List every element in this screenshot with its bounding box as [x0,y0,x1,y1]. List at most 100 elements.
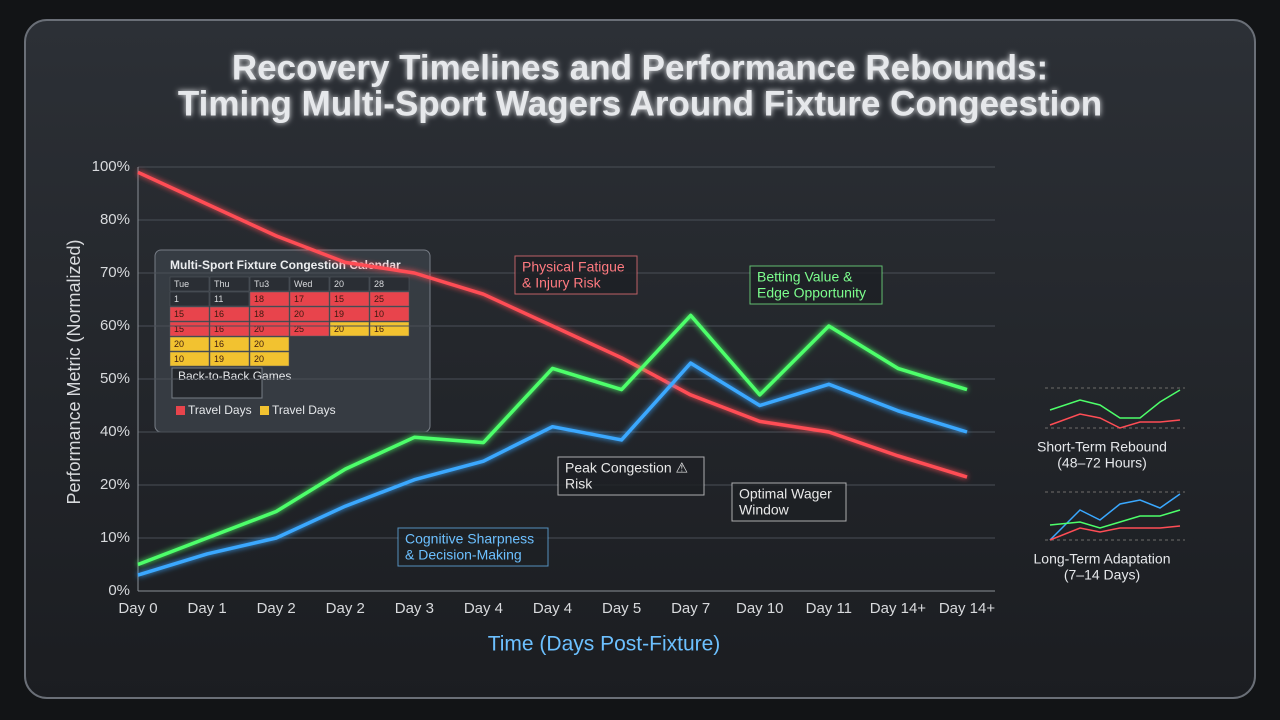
legend-label: Travel Days [188,403,252,417]
calendar-cell [209,336,250,352]
chart-title: Recovery Timelines and Performance Rebou… [232,48,1048,87]
x-tick-label: Day 1 [187,600,226,617]
annotation-box [514,255,638,295]
calendar-cell [249,276,290,292]
x-tick-label: Day 2 [326,600,365,617]
annotation-text: Cognitive Sharpness [405,531,534,547]
x-tick-label: Day 7 [671,600,710,617]
x-tick-label: Day 0 [118,600,157,617]
calendar-cell [329,291,370,307]
calendar-cell [169,306,210,322]
calendar-cell [289,306,330,322]
calendar-cell-text: 19 [214,354,224,364]
calendar-cell [369,306,410,322]
annotation-text: Risk [565,476,593,492]
chart-title: Timing Multi-Sport Wagers Around Fixture… [178,84,1102,123]
calendar-cell-text: Thu [214,279,230,289]
calendar-cell-text: 10 [374,309,384,319]
calendar-cell [249,306,290,322]
calendar-cell [249,336,290,352]
x-tick-label: Day 4 [464,600,503,617]
calendar-cell-text: 16 [214,309,224,319]
side-mini-charts [1045,387,1185,541]
y-tick-label: 100% [92,158,130,175]
calendar-cell-text: 17 [294,294,304,304]
legend-swatch [176,406,185,415]
calendar-cell-text: 1 [174,294,179,304]
side-panel-label: Short-Term Rebound [1037,439,1167,455]
x-tick-label: Day 2 [257,600,296,617]
y-tick-label: 20% [100,476,130,493]
calendar-cell-text: 16 [374,324,384,334]
calendar-cell-text: 20 [254,339,264,349]
calendar-cell-text: 25 [294,324,304,334]
calendar-cell-text: 20 [334,279,344,289]
legend-box [171,367,263,399]
y-tick-label: 80% [100,211,130,228]
calendar-cell [209,306,250,322]
x-tick-label: Day 11 [806,600,852,617]
y-tick-label: 0% [108,582,130,599]
legend-label: Travel Days [272,403,336,417]
calendar-cell [209,276,250,292]
annotation-box [557,456,705,496]
side-panel-label: (48–72 Hours) [1057,455,1147,471]
side-panel-label: Long-Term Adaptation [1034,551,1171,567]
calendar-cell-text: 20 [254,354,264,364]
calendar-cell-text: 20 [254,324,264,334]
calendar-cell-text: Tu3 [254,279,269,289]
calendar-cell-text: 19 [334,309,344,319]
calendar-cell-text: 28 [374,279,384,289]
annotation-text: Peak Congestion ⚠ [565,460,688,476]
x-tick-label: Day 10 [736,600,784,617]
annotation-text: & Decision-Making [405,547,522,563]
calendar-cell [169,291,210,307]
calendar-cell-text: 15 [334,294,344,304]
calendar-cell-text: 15 [174,309,184,319]
calendar-cell-text: 16 [214,324,224,334]
calendar-cell-text: 25 [374,294,384,304]
annotation-box [731,482,847,522]
annotation-text: Window [739,502,790,518]
calendar-cell-text: 18 [254,294,264,304]
y-tick-label: 10% [100,529,130,546]
calendar-cell [289,276,330,292]
calendar-cell [209,351,250,367]
calendar-inset: Multi-Sport Fixture Congestion CalendarT… [154,249,431,433]
x-axis-label: Time (Days Post-Fixture) [488,633,721,656]
calendar-cell [369,276,410,292]
calendar-cell-text: 18 [254,309,264,319]
calendar-cell [289,291,330,307]
calendar-cell [169,276,210,292]
calendar-cell-text: 15 [174,324,184,334]
series-line [137,361,968,577]
x-tick-label: Day 3 [395,600,434,617]
legend-swatch [260,406,269,415]
x-tick-label: Day 5 [602,600,641,617]
calendar-cell-text: 20 [294,309,304,319]
annotation-text: Physical Fatigue [522,259,625,275]
x-tick-label: Day 4 [533,600,572,617]
y-tick-label: 60% [100,317,130,334]
calendar-cell [369,291,410,307]
calendar-cell-text: Tue [174,279,189,289]
annotation-text: Edge Opportunity [757,285,866,301]
annotation-box [749,265,883,305]
annotation-text: Betting Value & [757,269,853,285]
calendar-cell-text: 20 [174,339,184,349]
frame [24,19,1256,699]
calendar-cell-text: 20 [334,324,344,334]
series-line [137,313,968,567]
y-axis-label: Performance Metric (Normalized) [64,239,84,504]
calendar-cell [329,276,370,292]
y-tick-label: 50% [100,370,130,387]
calendar-cell [249,291,290,307]
calendar-cell-text: 10 [174,354,184,364]
x-tick-label: Day 14+ [939,600,996,617]
calendar-cell [169,351,210,367]
series-line [137,170,968,479]
x-tick-label: Day 14+ [870,600,927,617]
calendar-cell-text: Wed [294,279,312,289]
